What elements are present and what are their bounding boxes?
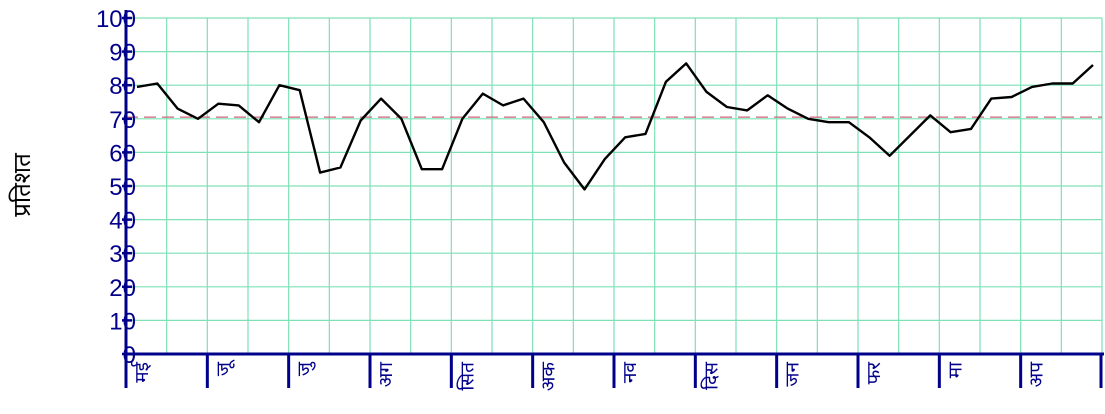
x-tick-label: नव [619,362,641,384]
y-tick-label: 30 [109,241,136,268]
axes [124,10,1104,388]
x-tick-label: जू [212,359,235,376]
y-tick-label: 60 [109,140,136,167]
y-tick-label: 90 [109,40,136,67]
y-tick-label: 100 [96,6,136,33]
x-ticks: मई जू जु अग सित अक नव दिस जन फर मा अप [130,359,1048,391]
x-tick-label: जु [294,361,317,376]
y-tick-label: 80 [109,73,136,100]
series-line [136,62,1094,191]
y-axis-label: प्रतिशत [8,152,36,217]
y-tick-label: 20 [109,275,136,302]
x-tick-label: सित [455,361,478,391]
x-tick-label: फर [863,361,885,385]
x-tick-label: दिस [699,361,722,390]
y-tick-label: 70 [109,107,136,134]
x-tick-label: मई [130,361,153,383]
grid [126,17,1103,354]
y-tick-label: 40 [109,208,136,235]
series-group [136,62,1094,191]
x-tick-label: अग [375,362,397,388]
x-tick-label: मा [944,361,966,378]
y-tick-label: 0 [123,342,136,369]
y-ticks: 0 10 20 30 40 50 60 70 80 90 100 [96,6,136,369]
y-tick-label: 50 [109,174,136,201]
x-tick-label: जन [782,362,804,387]
x-tick-label: अक [538,362,560,392]
x-tick-label: अप [1026,361,1048,388]
y-tick-label: 10 [109,308,136,335]
